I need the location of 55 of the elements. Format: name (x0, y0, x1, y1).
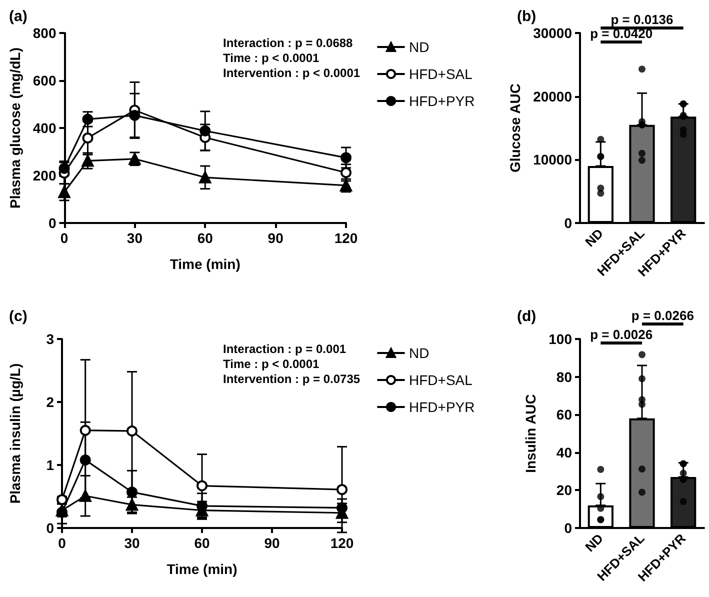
y-tick-label: 2 (46, 394, 54, 410)
legend-label: HFD+PYR (409, 399, 475, 415)
y-axis-title: Plasma insulin (µg/L) (7, 363, 23, 504)
x-tick-label: 120 (330, 535, 354, 551)
y-tick-label: 400 (32, 120, 56, 136)
legend-label: HFD+SAL (409, 66, 473, 82)
y-tick-label: 40 (556, 444, 572, 460)
x-tick-label: 0 (60, 230, 68, 246)
x-tick-label: 60 (197, 230, 214, 246)
y-tick-label: 800 (32, 25, 56, 41)
x-tick-label: 90 (268, 230, 284, 246)
y-tick-label: 0 (48, 215, 56, 231)
annotation: Time : p < 0.0001 (223, 51, 320, 65)
annotation: p = 0.0420 (590, 26, 653, 41)
y-tick-label: 0 (564, 520, 572, 536)
y-tick-label: 10000 (533, 152, 572, 168)
chart-title: (d) (517, 308, 536, 325)
y-tick-label: 200 (32, 168, 56, 184)
annotation: Interaction : p = 0.0688 (223, 36, 354, 50)
x-tick-label: 60 (194, 535, 210, 551)
y-axis-title: Plasma glucose (mg/dL) (7, 47, 23, 209)
y-tick-label: 3 (46, 331, 54, 347)
x-tick-label: 30 (126, 230, 143, 246)
annotation: Intervention : p = 0.0735 (223, 372, 360, 386)
y-tick-label: 20 (556, 482, 572, 498)
y-tick-label: 30000 (533, 25, 572, 41)
y-axis-title: Insulin AUC (522, 394, 539, 473)
chart-title: (b) (517, 8, 536, 25)
annotation: Intervention : p < 0.0001 (223, 66, 360, 80)
legend-label: HFD+PYR (409, 93, 475, 109)
y-tick-label: 0 (564, 215, 572, 231)
x-axis-title: Time (min) (166, 561, 238, 577)
y-tick-label: 60 (556, 406, 572, 423)
legend-label: ND (409, 345, 430, 361)
chart-title: (a) (9, 8, 28, 25)
chart-title: (c) (9, 308, 28, 325)
y-tick-label: 80 (556, 368, 572, 385)
y-tick-label: 20000 (533, 88, 572, 104)
annotation: Time : p < 0.0001 (223, 357, 320, 371)
x-tick-label: 90 (264, 535, 280, 551)
y-tick-label: 1 (46, 457, 54, 473)
y-tick-label: 0 (46, 520, 54, 536)
x-axis-title: Time (min) (170, 256, 240, 272)
text: p = 0.0136 (610, 12, 674, 27)
x-tick-label: 30 (124, 535, 140, 551)
legend-label: ND (409, 39, 430, 55)
legend-label: HFD+SAL (409, 372, 473, 388)
y-tick-label: 100 (548, 331, 572, 347)
annotation: Interaction : p = 0.001 (223, 342, 346, 356)
y-tick-label: 600 (32, 72, 56, 88)
y-axis-title: Glucose AUC (507, 84, 523, 172)
x-tick-label: 120 (334, 230, 358, 246)
text: p = 0.0266 (631, 308, 694, 323)
x-tick-label: 0 (58, 535, 66, 551)
annotation: p = 0.0026 (590, 327, 653, 342)
